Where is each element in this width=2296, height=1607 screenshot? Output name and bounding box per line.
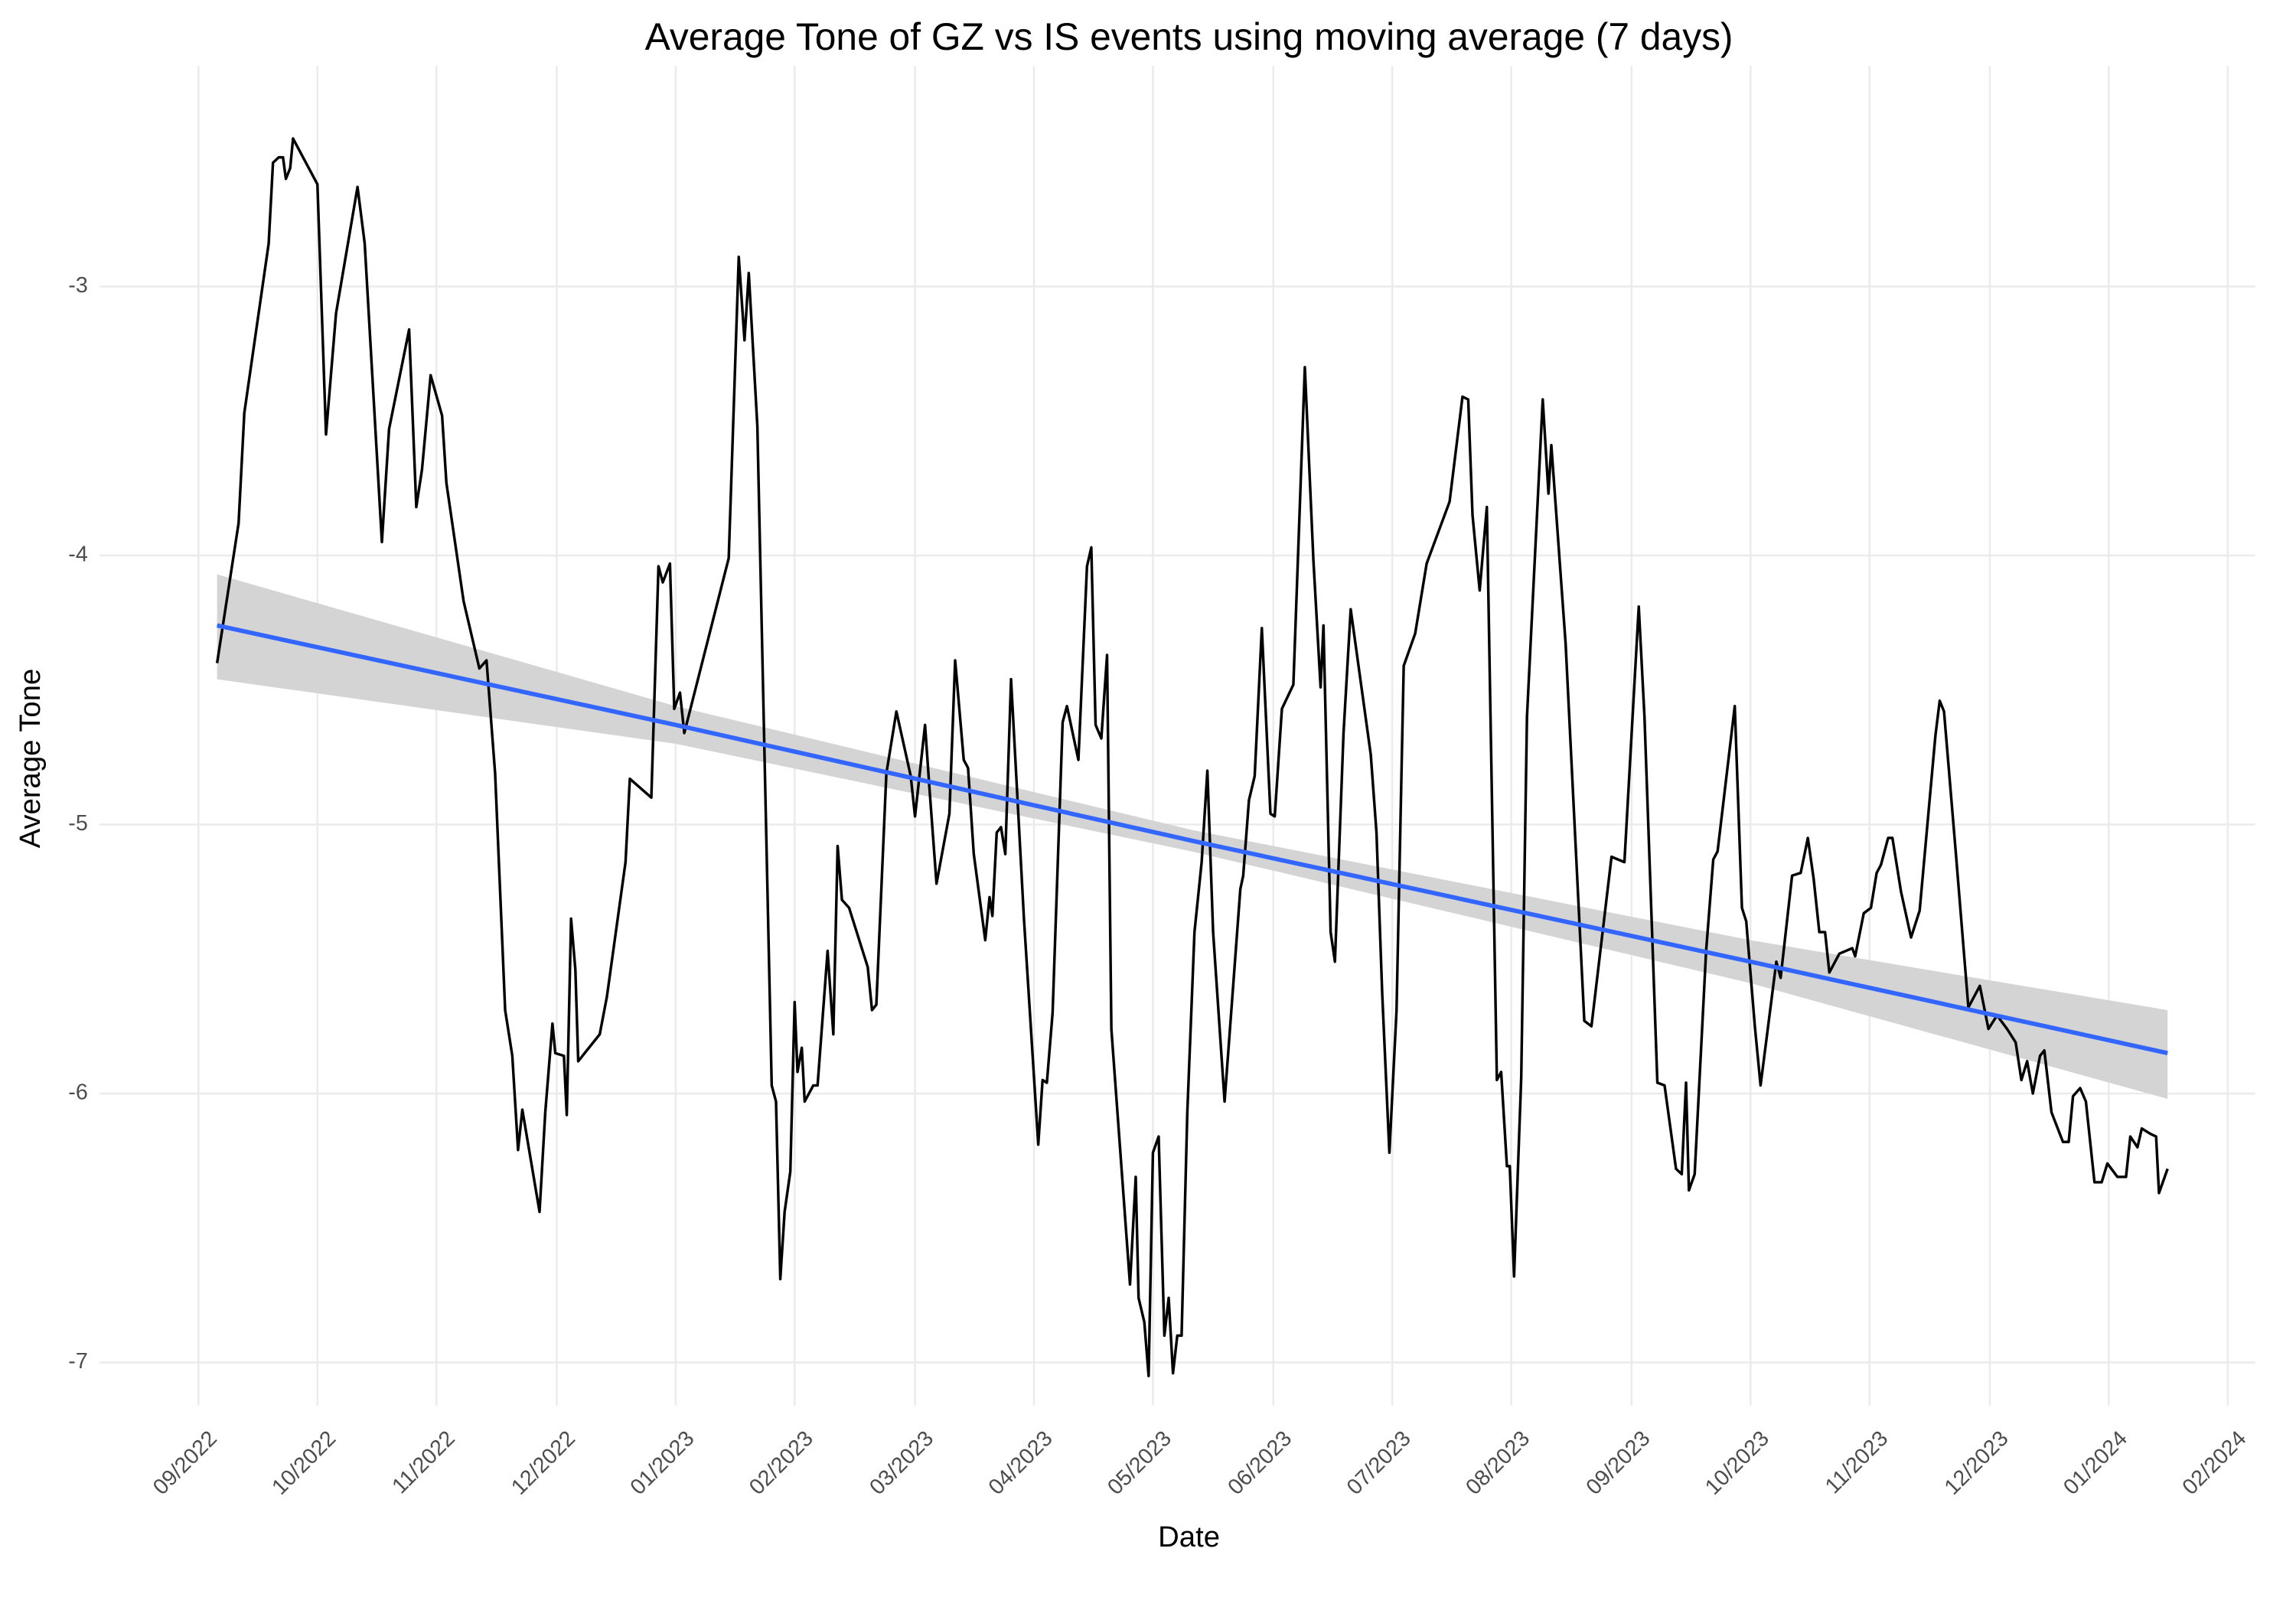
y-axis-title: Average Tone <box>14 669 47 849</box>
y-tick-label: -7 <box>68 1349 88 1374</box>
y-tick-label: -6 <box>68 1081 88 1105</box>
y-tick-label: -4 <box>68 542 88 566</box>
plot-area <box>215 137 2169 1377</box>
y-tick-label: -5 <box>68 811 88 836</box>
chart-title: Average Tone of GZ vs IS events using mo… <box>645 15 1733 58</box>
confidence-band <box>217 574 2168 1099</box>
trend-line <box>217 623 2168 1056</box>
data-line <box>215 137 2169 1377</box>
x-axis-title: Date <box>1158 1521 1220 1553</box>
y-tick-label: -3 <box>68 273 88 298</box>
